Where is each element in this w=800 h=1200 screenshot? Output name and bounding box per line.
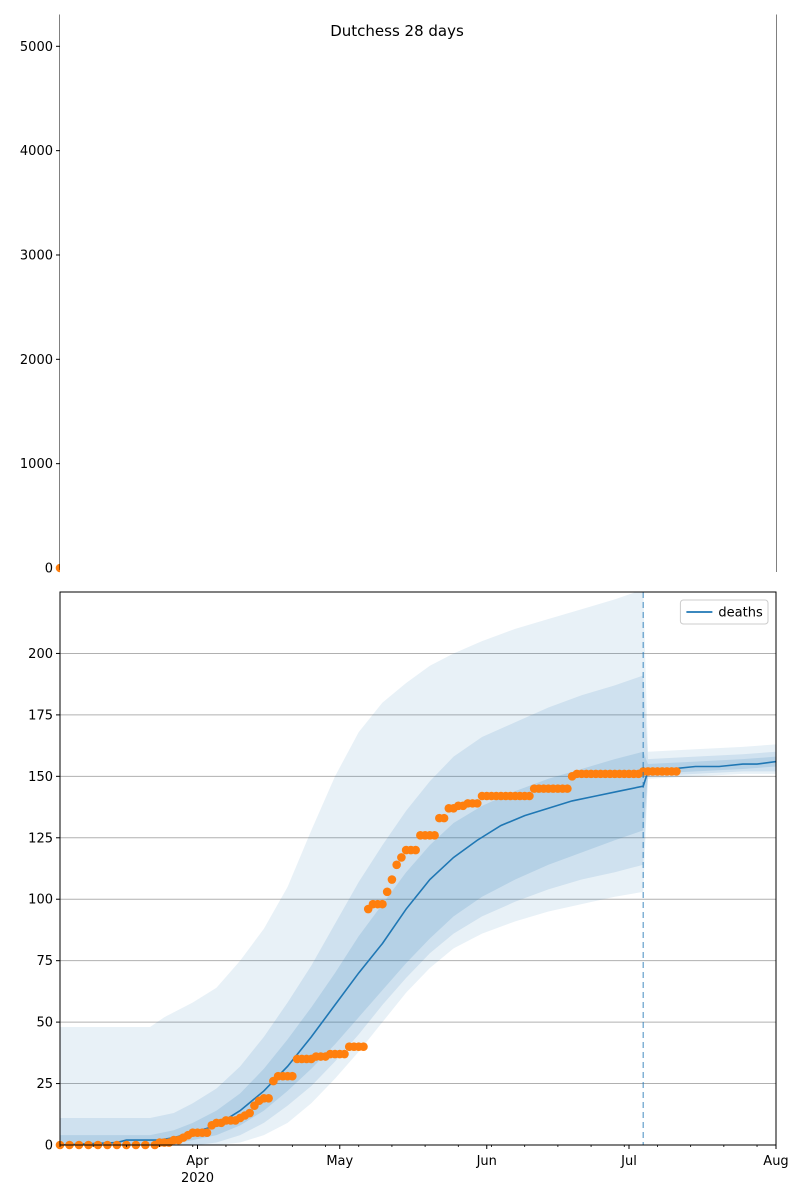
y-tick-label: 1000: [20, 457, 53, 472]
observed-point: [264, 1094, 273, 1103]
y-tick-label: 125: [28, 831, 53, 846]
legend-box: [679, 599, 769, 625]
observed-point: [672, 767, 681, 776]
observed-point: [397, 853, 406, 862]
y-tick-label: 100: [28, 893, 53, 908]
y-tick-label: 25: [36, 1077, 53, 1092]
y-tick-label: 0: [45, 1139, 53, 1154]
y-tick-label: 5000: [20, 40, 53, 55]
observed-point: [359, 1042, 368, 1051]
x-tick-label: May: [326, 1154, 353, 1169]
uncertainty-band-3: [60, 589, 776, 1145]
x-tick-label: Jun: [476, 1154, 497, 1169]
observed-point: [387, 875, 397, 884]
y-tick-label: 150: [28, 770, 53, 785]
y-tick-label: 0: [45, 562, 53, 577]
uncertainty-band-2: [60, 675, 776, 1145]
observed-point: [472, 799, 482, 808]
observed-point: [382, 887, 392, 897]
observed-point: [202, 1128, 212, 1138]
y-tick-label: 3000: [20, 248, 53, 263]
observed-point: [439, 813, 449, 823]
chart-panel-2: 0 25 50 75 100 125 150 175 200 Apr 2020 May Jun Jul Au…: [28, 0, 800, 1186]
observed-point: [245, 1108, 254, 1118]
right-mask: [777, 15, 800, 568]
legend: deaths: [679, 599, 769, 625]
y-tick-label: 2000: [20, 353, 53, 368]
observed-point: [340, 1049, 349, 1059]
right-mask: [777, 592, 800, 1145]
y-tick-label: 200: [28, 647, 53, 662]
y-tick-label: 4000: [20, 144, 53, 159]
x-tick-label: Jul: [620, 1154, 637, 1169]
x-tick-sublabel: 2020: [181, 1171, 214, 1186]
y-tick-label: 50: [36, 1016, 53, 1031]
observed-point: [288, 1071, 297, 1081]
observed-point: [525, 791, 534, 801]
top-mask: [60, 0, 776, 592]
observed-point: [411, 845, 420, 855]
uncertainty-band-1: [60, 751, 776, 1145]
legend-label: deaths: [718, 606, 763, 621]
observed-point: [563, 784, 572, 793]
observed-point: [392, 860, 401, 870]
axes-frame: [59, 591, 777, 1146]
x-tick-label: Aug: [763, 1154, 788, 1169]
chart-title: Dutchess 28 days: [330, 22, 464, 40]
y-tick-label: 75: [36, 954, 53, 969]
y-tick-label: 175: [28, 708, 53, 723]
x-tick-label: Apr: [186, 1154, 209, 1169]
observed-point: [430, 831, 439, 840]
observed-point: [378, 899, 387, 909]
